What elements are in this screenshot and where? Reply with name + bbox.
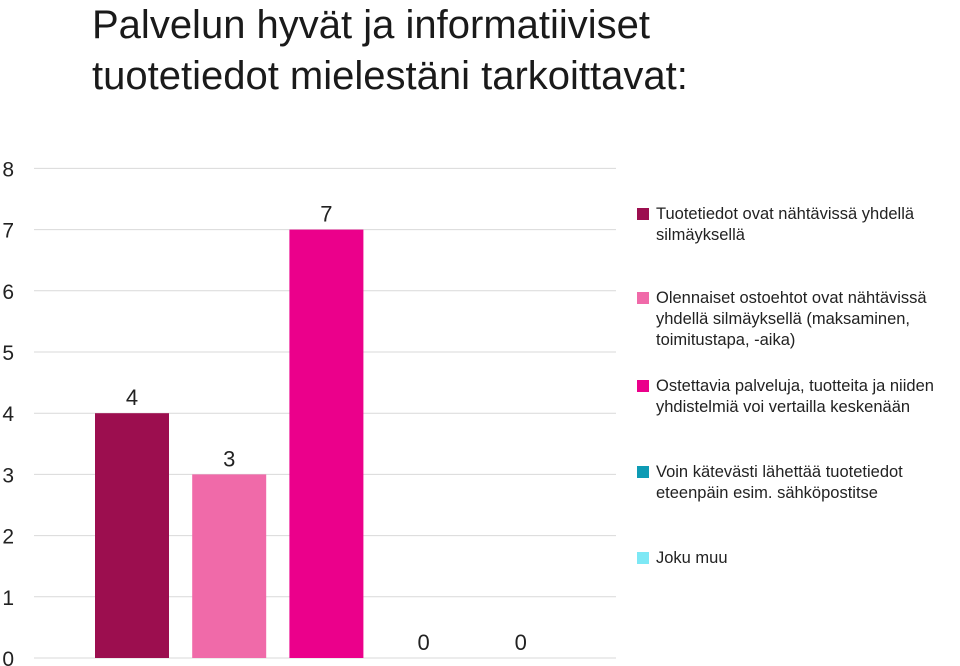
legend-item: Voin kätevästi lähettää tuotetiedot etee… <box>637 462 958 504</box>
data-label: 4 <box>126 385 138 410</box>
bar <box>192 474 267 658</box>
legend-label: Voin kätevästi lähettää tuotetiedot etee… <box>656 463 903 502</box>
y-tick-label: 6 <box>2 281 14 304</box>
y-tick-label: 2 <box>2 526 14 549</box>
legend-label: Joku muu <box>656 549 728 567</box>
legend-item: Tuotetiedot ovat nähtävissä yhdellä silm… <box>637 204 958 246</box>
legend-label: Tuotetiedot ovat nähtävissä yhdellä silm… <box>656 205 915 244</box>
y-tick-label: 8 <box>2 158 14 181</box>
legend-swatch <box>637 208 649 220</box>
y-tick-label: 5 <box>2 342 14 365</box>
legend-item: Olennaiset ostoehtot ovat nähtävissä yhd… <box>637 288 958 351</box>
y-tick-label: 3 <box>2 464 14 487</box>
legend-swatch <box>637 292 649 304</box>
legend-swatch <box>637 552 649 564</box>
legend-label: Ostettavia palveluja, tuotteita ja niide… <box>656 377 934 416</box>
legend-item: Joku muu <box>637 548 958 569</box>
chart-title-line-2: tuotetiedot mielestäni tarkoittavat: <box>92 54 688 98</box>
legend-item: Ostettavia palveluja, tuotteita ja niide… <box>637 376 958 418</box>
legend-swatch <box>637 380 649 392</box>
y-tick-label: 1 <box>2 587 14 610</box>
data-label: 0 <box>515 630 527 655</box>
bar <box>289 229 364 658</box>
bars <box>95 229 364 658</box>
data-labels: 4 3 7 0 0 <box>126 202 527 655</box>
y-tick-label: 0 <box>2 648 14 666</box>
y-tick-label: 7 <box>2 220 14 243</box>
legend-swatch <box>637 466 649 478</box>
chart-title: Palvelun hyvät ja informatiiviset tuotet… <box>92 0 932 102</box>
y-axis-tick-labels: 0 1 2 3 4 5 6 7 8 <box>2 158 14 666</box>
legend-label: Olennaiset ostoehtot ovat nähtävissä yhd… <box>656 289 927 349</box>
data-label: 0 <box>417 630 429 655</box>
data-label: 3 <box>223 446 235 471</box>
chart-title-line-1: Palvelun hyvät ja informatiiviset <box>92 3 651 47</box>
bar <box>95 413 169 658</box>
data-label: 7 <box>320 202 332 227</box>
y-tick-label: 4 <box>2 403 14 426</box>
